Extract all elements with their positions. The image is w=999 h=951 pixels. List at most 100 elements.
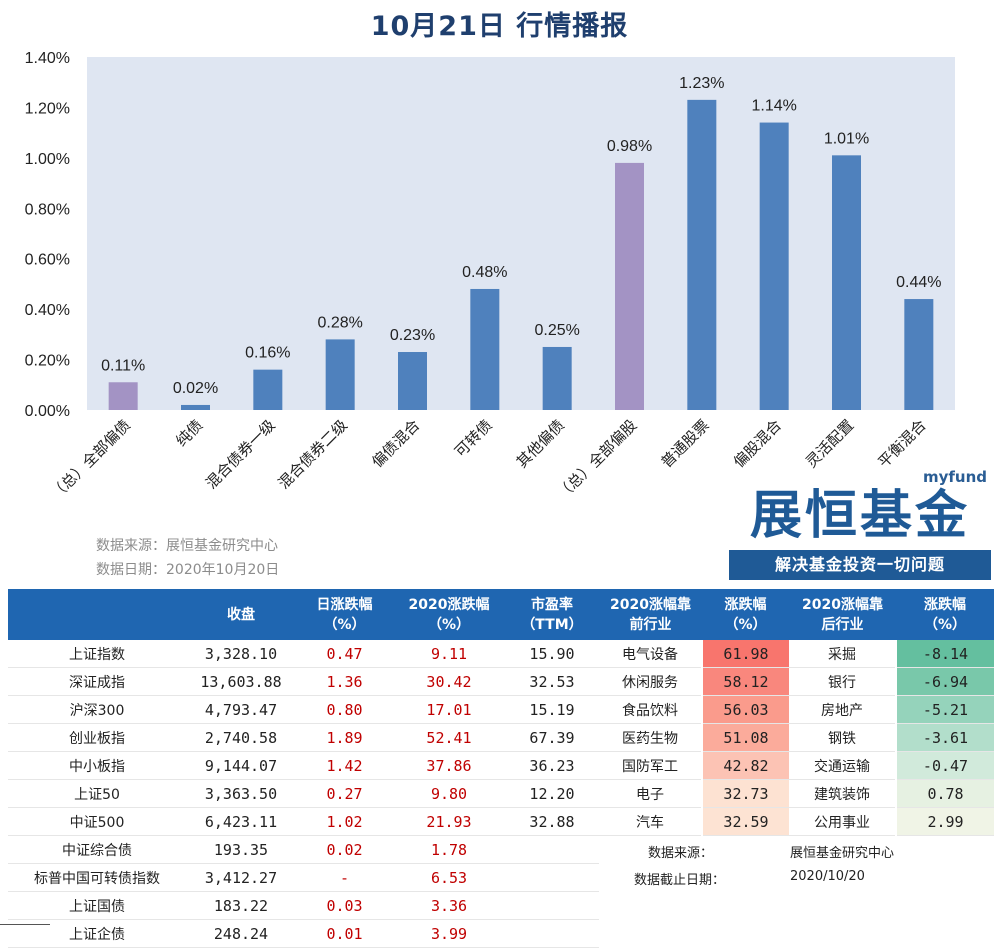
table-date-label: 数据截止日期： xyxy=(634,873,726,888)
table-source-label: 数据来源： xyxy=(648,846,714,861)
row-bottom-change: 0.78 xyxy=(895,779,994,808)
row-close: 248.24 xyxy=(186,919,296,948)
header-botchg-unit: （%） xyxy=(923,616,967,633)
row-top-change: 32.59 xyxy=(701,807,789,836)
bar xyxy=(325,339,355,410)
row-name: 中证500 xyxy=(8,807,186,836)
row-close: 13,603.88 xyxy=(186,667,296,696)
row-bottom-industry: 采掘 xyxy=(789,640,896,668)
row-name: 沪深300 xyxy=(8,695,186,724)
bar-value-label: 0.23% xyxy=(390,327,435,344)
x-category-label: 偏股混合 xyxy=(730,416,785,471)
row-close: 193.35 xyxy=(186,835,296,864)
row-ytd-change: 1.78 xyxy=(393,835,505,864)
logo-small-text: myfund xyxy=(922,468,987,486)
row-day-change: 0.01 xyxy=(296,919,393,948)
header-ytd-change: 2020涨跌幅 （%） xyxy=(393,589,505,640)
table-row: 中证综合债 193.35 0.02 1.78 xyxy=(8,835,994,864)
row-name: 上证企债 xyxy=(8,919,186,948)
row-day-change: 0.47 xyxy=(296,640,393,668)
row-empty-cell xyxy=(896,864,994,892)
table-header-row: 收盘 日涨跌幅 （%） 2020涨跌幅 （%） 市盈率 （TTM） 2020涨幅靠 前行… xyxy=(8,589,994,640)
x-category-label: 普通股票 xyxy=(657,416,712,471)
x-category-label: （总）全部偏债 xyxy=(47,416,134,503)
header-topchg-unit: （%） xyxy=(724,616,767,633)
y-tick-label: 1.40% xyxy=(25,50,70,67)
y-tick-label: 0.20% xyxy=(25,353,70,370)
row-top-industry: 食品饮料 xyxy=(599,695,702,724)
header-botchg-label: 涨跌幅 xyxy=(924,596,966,613)
row-top-industry: 汽车 xyxy=(599,807,702,836)
table-row: 上证指数 3,328.10 0.47 9.11 15.90 电气设备 61.98 采掘 -8.1… xyxy=(8,640,994,668)
row-close: 2,740.58 xyxy=(186,723,296,752)
row-empty-cell xyxy=(896,920,994,948)
bar xyxy=(759,122,789,411)
row-pe: 15.90 xyxy=(505,640,599,668)
bar xyxy=(181,404,210,410)
x-category-label: 纯债 xyxy=(172,416,206,450)
header-pe: 市盈率 （TTM） xyxy=(505,589,599,640)
bar-value-label: 0.02% xyxy=(173,380,218,397)
header-bottom-industry: 2020涨幅靠 后行业 xyxy=(789,589,896,640)
row-ytd-change: 9.11 xyxy=(393,640,505,668)
header-day-unit: （%） xyxy=(323,616,366,633)
row-name: 上证50 xyxy=(8,779,186,808)
row-day-change: 1.02 xyxy=(296,807,393,836)
row-bottom-change: -3.61 xyxy=(895,723,994,752)
row-ytd-change: 9.80 xyxy=(393,779,505,808)
row-top-industry: 电子 xyxy=(599,779,702,808)
row-top-industry: 休闲服务 xyxy=(599,667,702,696)
table-row: 沪深300 4,793.47 0.80 17.01 15.19 食品饮料 56.03 房地产 -… xyxy=(8,695,994,724)
divider xyxy=(0,924,50,925)
bar-value-label: 0.16% xyxy=(245,345,290,362)
row-top-change: 61.98 xyxy=(701,640,789,668)
bar xyxy=(470,288,500,410)
row-ytd-change: 30.42 xyxy=(393,667,505,696)
row-top-industry: 电气设备 xyxy=(599,640,702,668)
header-name xyxy=(8,589,186,640)
row-bottom-change: -8.14 xyxy=(895,640,994,668)
header-day-label: 日涨跌幅 xyxy=(316,596,373,613)
row-close: 3,328.10 xyxy=(186,640,296,668)
row-day-change: 0.02 xyxy=(296,835,393,864)
bar-value-label: 0.98% xyxy=(607,138,652,155)
bar xyxy=(253,369,283,410)
row-bottom-change: -0.47 xyxy=(895,751,994,780)
row-pe xyxy=(505,863,599,892)
row-day-change: 0.03 xyxy=(296,891,393,920)
x-category-label: 平衡混合 xyxy=(874,416,929,471)
row-ytd-change: 3.36 xyxy=(393,891,505,920)
x-category-label: 混合债券二级 xyxy=(275,416,351,492)
bar-value-label: 0.28% xyxy=(317,314,362,331)
row-bottom-industry: 银行 xyxy=(789,667,896,696)
plot-area xyxy=(87,57,955,410)
table-row: 创业板指 2,740.58 1.89 52.41 67.39 医药生物 51.08 钢铁 -3.… xyxy=(8,723,994,752)
row-ytd-change: 21.93 xyxy=(393,807,505,836)
y-tick-label: 1.20% xyxy=(25,100,70,117)
row-close: 4,793.47 xyxy=(186,695,296,724)
header-ytd-unit: （%） xyxy=(427,616,471,633)
bar xyxy=(687,99,717,410)
row-name: 创业板指 xyxy=(8,723,186,752)
row-bottom-change: 2.99 xyxy=(895,807,994,836)
row-name: 中证综合债 xyxy=(8,835,186,864)
row-top-change: 32.73 xyxy=(701,779,789,808)
row-pe xyxy=(505,835,599,864)
logo-slogan: 解决基金投资一切问题 xyxy=(729,550,991,580)
row-close: 6,423.11 xyxy=(186,807,296,836)
chart-date: 数据日期：2020年10月20日 xyxy=(96,562,280,578)
row-empty-cell xyxy=(702,892,789,920)
row-day-change: 0.80 xyxy=(296,695,393,724)
row-ytd-change: 3.99 xyxy=(393,919,505,948)
row-pe xyxy=(505,919,599,948)
header-day-change: 日涨跌幅 （%） xyxy=(296,589,393,640)
row-name: 上证国债 xyxy=(8,891,186,920)
table-row: 深证成指 13,603.88 1.36 30.42 32.53 休闲服务 58.12 银行 -6… xyxy=(8,667,994,696)
table-row: 中证500 6,423.11 1.02 21.93 32.88 汽车 32.59 公用事业 2.… xyxy=(8,807,994,836)
header-top-label: 2020涨幅靠 xyxy=(610,596,691,613)
bar xyxy=(398,352,427,410)
bar-value-label: 0.48% xyxy=(462,264,507,281)
y-tick-label: 0.80% xyxy=(25,201,70,218)
header-pe-unit: （TTM） xyxy=(521,616,583,633)
logo-brand-text: 展恒基金 xyxy=(749,486,970,546)
